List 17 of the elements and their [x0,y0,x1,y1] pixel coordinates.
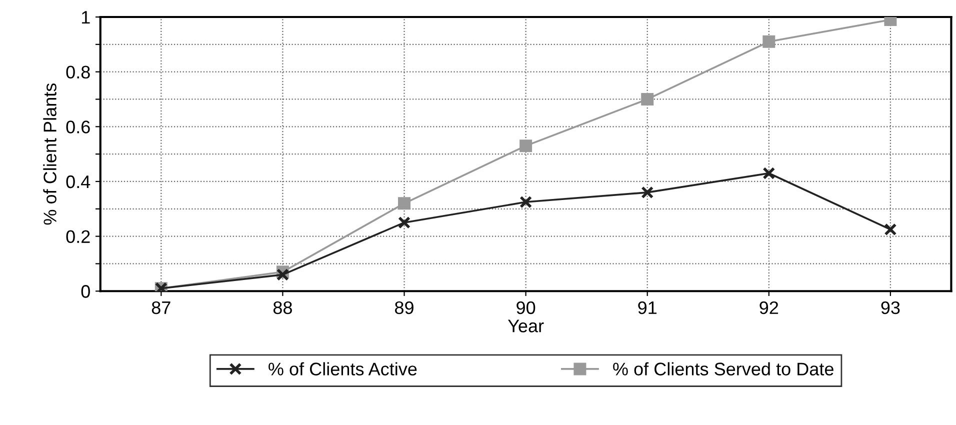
y-tick-label: 0.4 [66,175,90,188]
y-tick-label: 1 [82,11,90,24]
legend-label: % of Clients Active [268,362,417,376]
x-tick-label: 90 [516,301,536,314]
y-tick-label: 0.2 [66,230,90,244]
x-tick-label: 89 [394,301,414,314]
x-tick-label: 88 [273,301,292,314]
y-axis-title: % of Client Plants [43,83,56,225]
y-tick-label: 0.8 [66,66,90,79]
x-tick-label: 93 [881,301,900,314]
x-tick-label: 92 [760,301,778,314]
legend-label: % of Clients Served to Date [613,362,834,376]
x-tick-label: 87 [152,301,170,314]
x-tick-label: 91 [638,301,657,314]
y-tick-label: 0.6 [66,120,90,134]
x-axis-title: Year [508,320,544,332]
y-tick-label: 0 [81,285,90,298]
